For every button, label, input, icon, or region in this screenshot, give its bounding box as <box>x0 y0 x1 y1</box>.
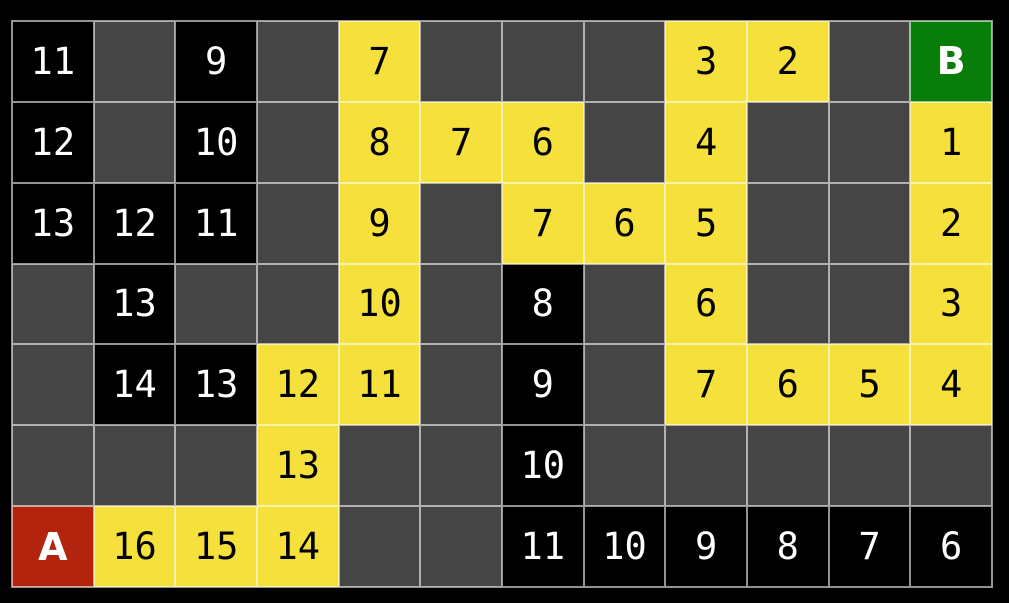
grid-cell[interactable]: 6 <box>746 344 829 426</box>
grid-cell[interactable] <box>828 182 911 264</box>
grid-cell[interactable] <box>583 101 666 183</box>
grid-cell[interactable]: 9 <box>338 182 421 264</box>
grid-cell[interactable]: 7 <box>828 506 911 587</box>
grid-cell[interactable] <box>746 101 829 183</box>
grid-cell[interactable] <box>420 182 502 264</box>
start-cell[interactable]: A <box>12 506 94 587</box>
grid-cell[interactable]: 4 <box>665 101 747 183</box>
grid-cell[interactable] <box>583 425 666 507</box>
grid-cell[interactable]: 3 <box>665 21 747 102</box>
grid-cell[interactable]: 11 <box>338 344 421 426</box>
grid-cell[interactable] <box>338 425 421 507</box>
grid-cell[interactable] <box>256 21 339 102</box>
grid-cell[interactable]: 11 <box>501 506 584 587</box>
grid-cell[interactable] <box>256 101 339 183</box>
grid-cell[interactable]: 7 <box>501 182 584 264</box>
grid-cell[interactable] <box>746 182 829 264</box>
grid-cell[interactable]: 10 <box>583 506 666 587</box>
grid-cell[interactable] <box>420 21 502 102</box>
grid-cell[interactable]: 11 <box>12 21 94 102</box>
grid-cell[interactable] <box>12 344 94 426</box>
grid-cell[interactable] <box>420 263 502 345</box>
grid-cell[interactable] <box>420 425 502 507</box>
grid-cell[interactable]: 6 <box>910 506 992 587</box>
grid-cell[interactable]: 8 <box>338 101 421 183</box>
grid-cell[interactable]: 15 <box>175 506 257 587</box>
grid-cell[interactable]: 12 <box>93 182 176 264</box>
grid-cell[interactable] <box>175 425 257 507</box>
grid-cell[interactable] <box>420 506 502 587</box>
grid-cell[interactable] <box>583 263 666 345</box>
grid-cell[interactable] <box>501 21 584 102</box>
grid-cell[interactable] <box>256 182 339 264</box>
grid-cell[interactable]: 1 <box>910 101 992 183</box>
pathfinding-grid: 11 9 7 3 2 B 12 10 8 7 6 4 1 13 12 11 9 7 6 5 2 13 10 8 6 3 14 13 12… <box>11 20 993 588</box>
grid-cell[interactable]: 13 <box>256 425 339 507</box>
grid-cell[interactable]: 13 <box>93 263 176 345</box>
grid-cell[interactable] <box>828 21 911 102</box>
grid-cell[interactable] <box>256 263 339 345</box>
grid-cell[interactable]: 10 <box>338 263 421 345</box>
grid-cell[interactable]: 5 <box>665 182 747 264</box>
grid-cell[interactable]: 14 <box>93 344 176 426</box>
grid-cell[interactable] <box>910 425 992 507</box>
grid-cell[interactable] <box>338 506 421 587</box>
grid-cell[interactable]: 6 <box>583 182 666 264</box>
grid-cell[interactable]: 8 <box>746 506 829 587</box>
grid-cell[interactable]: 2 <box>746 21 829 102</box>
grid-cell[interactable]: 9 <box>175 21 257 102</box>
grid-cell[interactable]: 13 <box>175 344 257 426</box>
grid-cell[interactable]: 3 <box>910 263 992 345</box>
grid-cell[interactable]: 9 <box>501 344 584 426</box>
grid-cell[interactable]: 12 <box>12 101 94 183</box>
goal-cell[interactable]: B <box>910 21 992 102</box>
grid-cell[interactable] <box>746 263 829 345</box>
grid-cell[interactable] <box>828 263 911 345</box>
grid-cell[interactable] <box>175 263 257 345</box>
grid-cell[interactable] <box>828 101 911 183</box>
grid-cell[interactable]: 14 <box>256 506 339 587</box>
grid-cell[interactable] <box>93 101 176 183</box>
grid-cell[interactable]: 10 <box>501 425 584 507</box>
grid-cell[interactable]: 9 <box>665 506 747 587</box>
grid-cell[interactable] <box>583 21 666 102</box>
grid-cell[interactable] <box>746 425 829 507</box>
grid-cell[interactable] <box>828 425 911 507</box>
grid-cell[interactable]: 6 <box>665 263 747 345</box>
grid-cell[interactable]: 2 <box>910 182 992 264</box>
grid-cell[interactable] <box>420 344 502 426</box>
grid-cell[interactable] <box>93 425 176 507</box>
grid-cell[interactable]: 5 <box>828 344 911 426</box>
grid-cell[interactable] <box>12 263 94 345</box>
grid-cell[interactable]: 4 <box>910 344 992 426</box>
grid-cell[interactable]: 8 <box>501 263 584 345</box>
grid-cell[interactable]: 7 <box>665 344 747 426</box>
grid-cell[interactable] <box>583 344 666 426</box>
grid-cell[interactable]: 6 <box>501 101 584 183</box>
grid-cell[interactable]: 11 <box>175 182 257 264</box>
grid-cell[interactable]: 10 <box>175 101 257 183</box>
grid-cell[interactable]: 16 <box>93 506 176 587</box>
grid-cell[interactable]: 7 <box>420 101 502 183</box>
grid-cell[interactable]: 7 <box>338 21 421 102</box>
grid-cell[interactable]: 13 <box>12 182 94 264</box>
grid-cell[interactable]: 12 <box>256 344 339 426</box>
grid-cell[interactable] <box>93 21 176 102</box>
grid-cell[interactable] <box>665 425 747 507</box>
grid-cell[interactable] <box>12 425 94 507</box>
